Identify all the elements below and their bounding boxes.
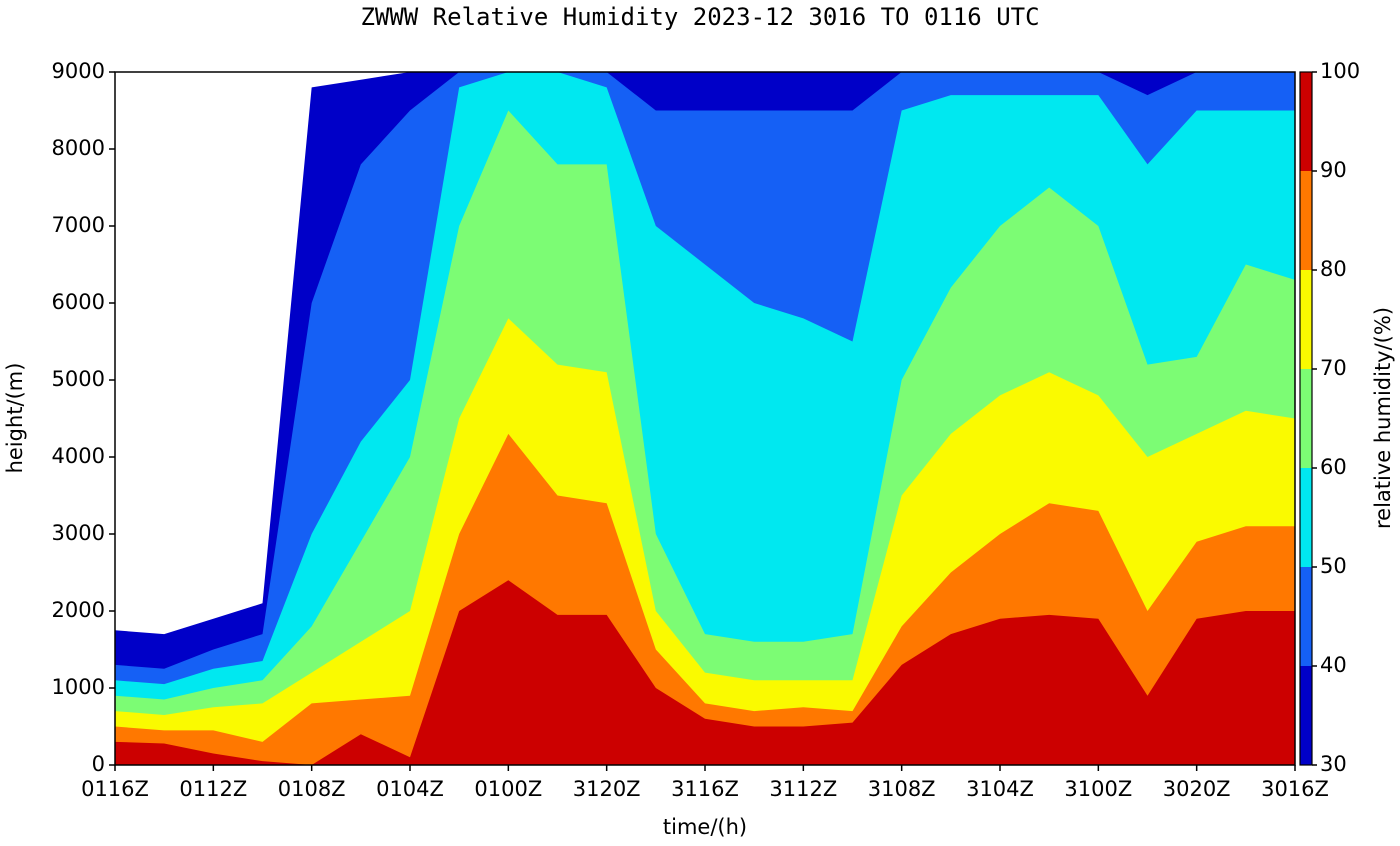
- colorbar-segment: [1300, 567, 1312, 666]
- y-tick-label: 8000: [52, 136, 105, 160]
- y-tick-label: 5000: [52, 367, 105, 391]
- chart-title: ZWWW Relative Humidity 2023-12 3016 TO 0…: [360, 3, 1039, 31]
- x-tick-label: 3016Z: [1261, 777, 1329, 801]
- colorbar-segment: [1300, 666, 1312, 765]
- colorbar-segment: [1300, 369, 1312, 468]
- colorbar-tick-label: 50: [1320, 554, 1347, 578]
- y-tick-label: 7000: [52, 213, 105, 237]
- colorbar-segment: [1300, 72, 1312, 171]
- x-tick-label: 3120Z: [573, 777, 641, 801]
- colorbar-tick-label: 80: [1320, 257, 1347, 281]
- y-tick-label: 0: [92, 752, 105, 776]
- contour-band: [115, 580, 1295, 765]
- colorbar-segment: [1300, 270, 1312, 369]
- colorbar-segment: [1300, 171, 1312, 270]
- colorbar-tick-label: 100: [1320, 59, 1360, 83]
- colorbar-tick-label: 40: [1320, 653, 1347, 677]
- x-tick-label: 3100Z: [1064, 777, 1132, 801]
- x-axis-label: time/(h): [663, 815, 747, 839]
- colorbar-frame: [1299, 71, 1313, 766]
- y-tick-label: 4000: [52, 444, 105, 468]
- x-tick-label: 3020Z: [1163, 777, 1231, 801]
- x-tick-label: 3116Z: [671, 777, 739, 801]
- x-tick-label: 0112Z: [179, 777, 247, 801]
- x-tick-label: 0108Z: [278, 777, 346, 801]
- y-tick-label: 1000: [52, 675, 105, 699]
- colorbar-label: relative humidity/(%): [1371, 307, 1395, 529]
- y-tick-label: 6000: [52, 290, 105, 314]
- y-axis-label: height/(m): [3, 363, 27, 474]
- x-tick-label: 3104Z: [966, 777, 1034, 801]
- x-tick-label: 3108Z: [868, 777, 936, 801]
- colorbar-tick-label: 60: [1320, 455, 1347, 479]
- y-tick-label: 3000: [52, 521, 105, 545]
- x-tick-label: 0116Z: [81, 777, 149, 801]
- colorbar-tick-label: 30: [1320, 752, 1347, 776]
- y-tick-label: 9000: [52, 59, 105, 83]
- x-tick-label: 0104Z: [376, 777, 444, 801]
- colorbar-tick-label: 90: [1320, 158, 1347, 182]
- colorbar-segment: [1300, 468, 1312, 567]
- x-tick-label: 0100Z: [474, 777, 542, 801]
- y-tick-label: 2000: [52, 598, 105, 622]
- colorbar-tick-label: 70: [1320, 356, 1347, 380]
- x-tick-label: 3112Z: [769, 777, 837, 801]
